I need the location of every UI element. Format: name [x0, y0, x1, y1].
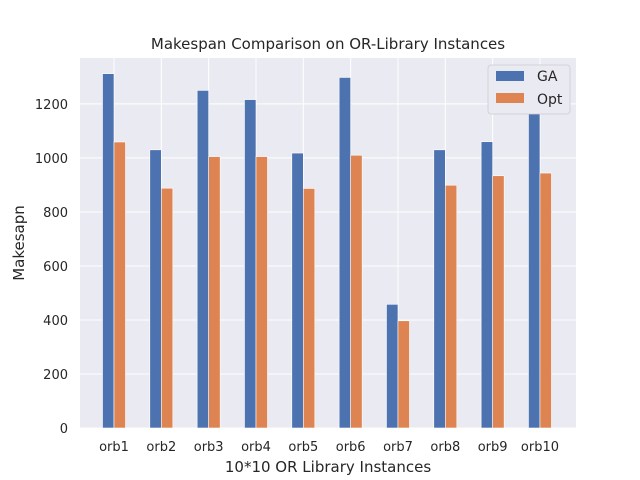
y-tick-label: 1200 [35, 98, 68, 113]
y-tick-label: 200 [43, 368, 68, 383]
y-tick-label: 400 [43, 314, 68, 329]
bar-opt-orb3 [208, 156, 221, 429]
bar-ga-orb4 [244, 99, 257, 429]
bar-opt-orb8 [445, 184, 458, 429]
legend-label-opt: Opt [537, 92, 563, 108]
bar-ga-orb7 [386, 304, 399, 429]
bar-opt-orb9 [492, 175, 505, 429]
bar-ga-orb10 [528, 109, 541, 429]
bar-ga-orb6 [338, 77, 351, 429]
bar-opt-orb1 [113, 141, 126, 429]
bar-ga-orb3 [196, 90, 209, 429]
bar-opt-orb5 [303, 188, 316, 429]
bar-ga-orb1 [102, 73, 115, 429]
x-tick-label-orb1: orb1 [99, 440, 129, 455]
bars [102, 73, 552, 429]
legend: GA Opt [487, 64, 571, 115]
x-axis-label: 10*10 OR Library Instances [225, 458, 431, 476]
x-tick-label-orb3: orb3 [194, 440, 224, 455]
bar-opt-orb4 [255, 156, 268, 429]
x-tick-label-orb10: orb10 [521, 440, 559, 455]
y-axis-label: Makesapn [10, 205, 28, 281]
bar-opt-orb10 [539, 172, 552, 429]
x-tick-label-orb8: orb8 [430, 440, 460, 455]
bar-opt-orb7 [397, 320, 410, 429]
x-tick-label-orb6: orb6 [336, 440, 366, 455]
x-tick-label-orb5: orb5 [288, 440, 318, 455]
y-tick-label: 800 [43, 206, 68, 221]
y-tick-label: 1000 [35, 152, 68, 167]
bar-ga-orb8 [433, 149, 446, 429]
legend-label-ga: GA [537, 69, 558, 85]
bar-opt-orb2 [161, 187, 174, 429]
y-tick-label: 0 [60, 422, 68, 437]
bar-opt-orb6 [350, 154, 363, 429]
bar-ga-orb2 [149, 149, 162, 429]
x-tick-label-orb7: orb7 [383, 440, 413, 455]
chart-title: Makespan Comparison on OR-Library Instan… [151, 35, 505, 53]
x-tick-label-orb4: orb4 [241, 440, 271, 455]
x-tick-label-orb9: orb9 [478, 440, 508, 455]
bar-ga-orb9 [480, 141, 493, 429]
y-tick-label: 600 [43, 260, 68, 275]
y-axis-ticks: 0 200 400 600 800 1000 1200 [35, 98, 68, 437]
legend-swatch-ga [496, 71, 524, 81]
x-tick-label-orb2: orb2 [146, 440, 176, 455]
legend-swatch-opt [496, 93, 524, 103]
bar-ga-orb5 [291, 152, 304, 429]
x-axis-ticks: orb1 orb2 orb3 orb4 orb5 orb6 orb7 orb8 orb9 orb1… [99, 440, 559, 455]
